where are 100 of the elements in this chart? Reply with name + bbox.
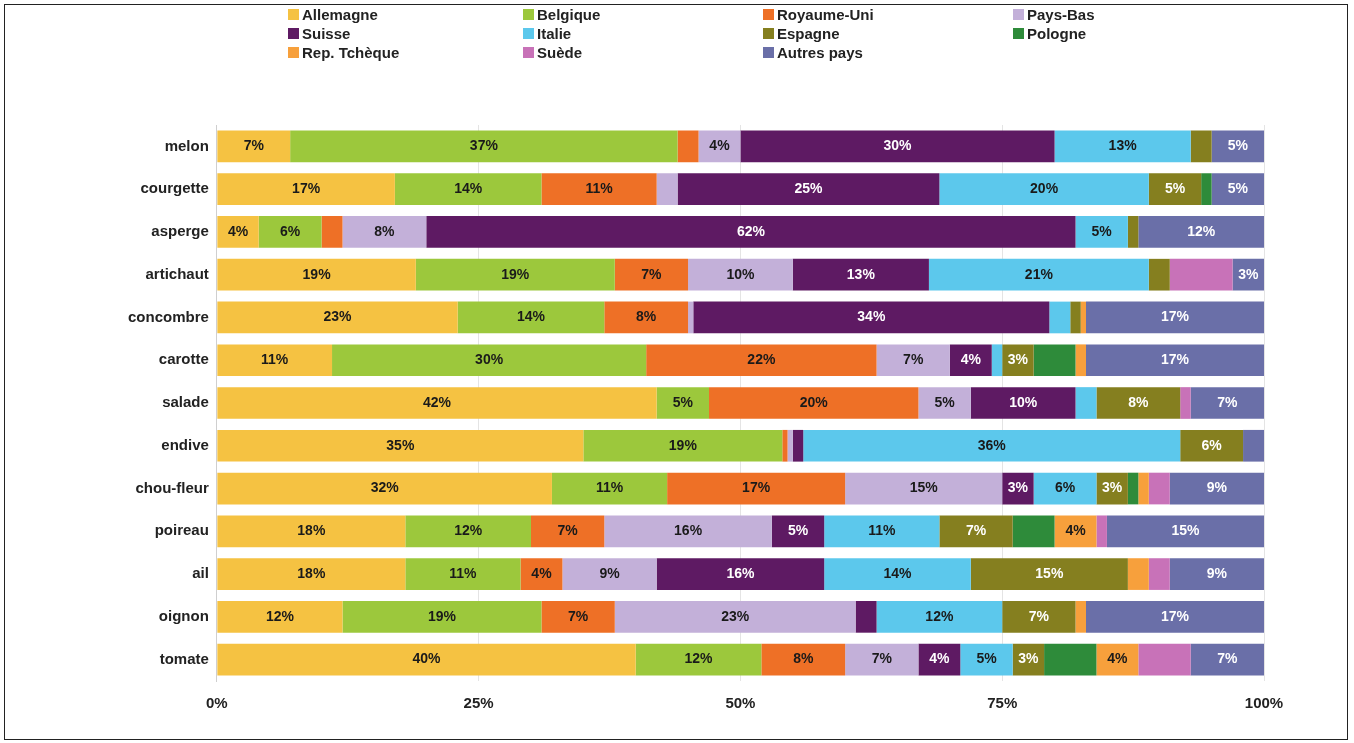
bar bbox=[1075, 216, 1128, 248]
legend-label: Italie bbox=[537, 25, 572, 42]
data-label: 4% bbox=[929, 650, 951, 667]
bar bbox=[217, 387, 657, 419]
data-label: 7% bbox=[871, 650, 893, 667]
bar bbox=[426, 216, 1076, 248]
bar bbox=[928, 258, 1149, 291]
data-label: 5% bbox=[672, 393, 694, 410]
data-label: 4% bbox=[227, 222, 249, 239]
data-label: 3% bbox=[1238, 265, 1259, 282]
bar bbox=[614, 601, 856, 633]
bar bbox=[1138, 472, 1149, 505]
data-label: 4% bbox=[1065, 522, 1087, 539]
data-label: 12% bbox=[265, 607, 295, 624]
bar bbox=[960, 643, 1013, 676]
bar bbox=[1085, 301, 1264, 334]
data-label: 12% bbox=[1187, 222, 1216, 239]
bar bbox=[405, 515, 531, 548]
data-label: 35% bbox=[386, 436, 415, 453]
bar bbox=[1127, 558, 1149, 590]
bar bbox=[656, 558, 825, 590]
bar bbox=[1190, 387, 1264, 419]
bar bbox=[1169, 258, 1233, 291]
data-label: 3% bbox=[1007, 479, 1029, 496]
legend-label: Autres pays bbox=[777, 44, 863, 61]
bar bbox=[1075, 601, 1086, 633]
bar bbox=[876, 344, 950, 377]
y-tick-label: carotte bbox=[158, 350, 209, 368]
data-label: 19% bbox=[501, 265, 530, 282]
bar bbox=[1085, 344, 1264, 377]
data-label: 4% bbox=[709, 137, 731, 154]
data-label: 25% bbox=[794, 180, 824, 197]
legend-label: Rep. Tchèque bbox=[302, 44, 400, 61]
bar bbox=[635, 643, 762, 676]
data-label: 5% bbox=[1164, 180, 1186, 197]
data-label: 4% bbox=[1107, 650, 1129, 667]
data-label: 8% bbox=[1128, 393, 1150, 410]
bar bbox=[876, 601, 1003, 633]
legend-label: Pays-Bas bbox=[1027, 6, 1095, 23]
bar bbox=[217, 216, 259, 248]
legend-label: Suède bbox=[537, 44, 583, 61]
bar bbox=[939, 173, 1149, 205]
bar bbox=[531, 515, 605, 548]
bar bbox=[1106, 515, 1264, 548]
bar bbox=[1070, 301, 1081, 334]
bar bbox=[693, 301, 1050, 334]
data-label: 19% bbox=[427, 607, 457, 624]
bar bbox=[1190, 130, 1212, 163]
data-label: 32% bbox=[370, 479, 400, 496]
bar bbox=[688, 258, 793, 291]
bar bbox=[1243, 429, 1264, 462]
data-label: 11% bbox=[868, 522, 896, 539]
bar bbox=[1033, 344, 1076, 377]
y-tick-label: endive bbox=[161, 435, 209, 453]
data-label: 12% bbox=[684, 650, 714, 667]
data-label: 40% bbox=[412, 650, 442, 667]
bar bbox=[217, 558, 406, 590]
bar bbox=[740, 130, 1055, 163]
legend-label: Pologne bbox=[1027, 25, 1087, 42]
data-label: 7% bbox=[1217, 650, 1239, 667]
bar bbox=[405, 558, 521, 590]
bar bbox=[541, 601, 615, 633]
bar bbox=[709, 387, 919, 419]
data-label: 10% bbox=[726, 265, 755, 282]
bar bbox=[970, 387, 1076, 419]
bar bbox=[782, 429, 788, 462]
data-label: 7% bbox=[641, 265, 663, 282]
data-label: 17% bbox=[1160, 351, 1190, 368]
bar bbox=[1180, 429, 1244, 462]
x-tick-label: 100% bbox=[1244, 694, 1284, 712]
legend-label: Suisse bbox=[302, 25, 351, 42]
data-label: 14% bbox=[883, 564, 913, 581]
data-label: 9% bbox=[1206, 564, 1228, 581]
bar bbox=[551, 472, 668, 505]
data-label: 5% bbox=[934, 393, 956, 410]
data-label: 6% bbox=[280, 222, 301, 239]
y-tick-label: salade bbox=[162, 393, 209, 411]
bar bbox=[1096, 387, 1181, 419]
data-label: 3% bbox=[1007, 351, 1029, 368]
bar bbox=[761, 643, 846, 676]
bar bbox=[918, 387, 971, 419]
data-label: 17% bbox=[292, 180, 321, 197]
bar bbox=[1080, 301, 1086, 334]
bar bbox=[1190, 643, 1264, 676]
bar bbox=[824, 515, 940, 548]
bar bbox=[1054, 130, 1191, 163]
data-label: 4% bbox=[960, 351, 982, 368]
data-label: 20% bbox=[1030, 180, 1059, 197]
legend-label: Allemagne bbox=[302, 6, 378, 23]
bar bbox=[258, 216, 322, 248]
bar bbox=[332, 344, 647, 377]
data-label: 19% bbox=[302, 265, 332, 282]
bar bbox=[415, 258, 615, 291]
bar bbox=[939, 515, 1013, 548]
bar bbox=[677, 173, 940, 205]
data-label: 11% bbox=[261, 351, 289, 368]
bar bbox=[1044, 643, 1097, 676]
bar bbox=[667, 472, 846, 505]
x-tick-label: 0% bbox=[206, 694, 228, 712]
bar bbox=[217, 643, 636, 676]
